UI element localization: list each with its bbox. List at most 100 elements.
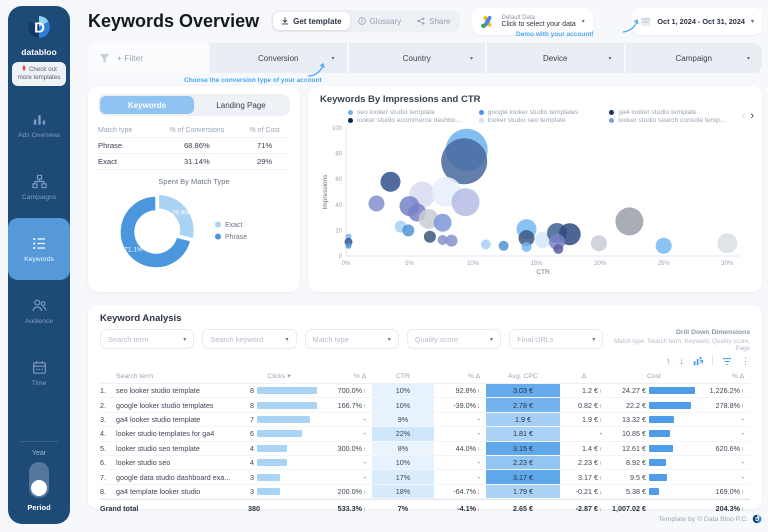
explore-chart-icon[interactable]	[693, 356, 703, 366]
more-templates-badge[interactable]: Check out more templates	[12, 62, 66, 86]
chevron-right-icon[interactable]	[750, 110, 754, 122]
sidebar: D databloo Check out more templates Ads …	[8, 6, 70, 524]
table-row[interactable]: 6. looker studio seo 4-10% -2.23 €2.23 €↑ 8.…	[100, 455, 750, 471]
sidebar-item-ads-overview[interactable]: Ads Overview	[8, 94, 70, 156]
tab-landing-page[interactable]: Landing Page	[216, 100, 266, 110]
legend-item-google-looker-studio-templates[interactable]: google looker studio templates	[478, 109, 610, 116]
filter-lines-icon[interactable]	[722, 357, 732, 366]
arrow-down-icon: ↓	[599, 489, 602, 496]
chevron-down-icon: ▾	[608, 55, 612, 62]
table-row[interactable]: 4. looker studio templates for ga4 6-22% -1…	[100, 427, 750, 442]
chevron-down-icon: ▾	[387, 336, 391, 343]
add-filter-button[interactable]: + Filter	[88, 43, 208, 73]
rocket-icon	[22, 65, 26, 71]
chevron-down-icon: ▾	[183, 336, 187, 343]
legend-item-looker-studio-search-console-temp[interactable]: looker studio search console temp...	[609, 117, 740, 124]
svg-text:Exact: Exact	[225, 222, 243, 229]
table-toolbar	[100, 355, 750, 367]
column-header[interactable]: Clicks ▾	[267, 373, 291, 380]
legend-item-looker-studio-ecommerce-dashbo[interactable]: looker studio ecommerce dashbo...	[348, 117, 479, 124]
filter-dropdown-label: Device	[543, 53, 568, 63]
sidebar-item-keywords[interactable]: Keywords	[8, 217, 70, 280]
glossary-button[interactable]: Glossary	[350, 12, 410, 30]
keyword-table: Search term Clicks ▾ % Δ CTR % Δ Avg. CPC Δ Cos…	[100, 369, 750, 517]
table-row[interactable]: 5. looker studio seo template 4 300.0%↑ 8% 44…	[100, 441, 750, 456]
list-icon	[31, 235, 48, 252]
arrow-up-icon: ↑	[599, 446, 602, 453]
annotation-arrow-icon	[622, 19, 639, 33]
date-range-value: Oct 1, 2024 - Oct 31, 2024	[657, 16, 745, 26]
ka-filter-search-term[interactable]: Search term ▾	[100, 329, 195, 349]
get-template-button[interactable]: Get template	[273, 12, 350, 30]
arrow-down-icon: ↓	[477, 507, 480, 514]
sort-ascending-icon[interactable]	[666, 357, 671, 366]
ctr-cell: 17%	[372, 470, 434, 484]
bar-chart-icon	[31, 111, 48, 128]
svg-text:20%: 20%	[594, 261, 607, 267]
demo-annotation: Demo with your account!	[516, 31, 594, 38]
match-table-header: Match type% of Conversions% of Cost	[98, 123, 290, 138]
filter-dropdown-label: Country	[402, 53, 431, 63]
databloo-logo-icon: D	[26, 14, 52, 45]
legend-item-looker-studio-seo-template[interactable]: looker studio seo template	[478, 117, 610, 124]
arrow-up-icon: ↑	[741, 403, 744, 410]
tab-keywords[interactable]: Keywords	[100, 96, 194, 114]
column-header[interactable]: CTR	[396, 372, 410, 380]
svg-text:Phrase: Phrase	[225, 234, 247, 241]
column-header[interactable]: Δ	[581, 372, 587, 380]
ka-filter-quality-score[interactable]: Quality score ▾	[406, 329, 502, 349]
chevron-down-icon: ▾	[750, 18, 754, 25]
drill-down-dimensions: Drill Down Dimensions Match type, Search…	[613, 329, 750, 352]
filter-dropdown-device[interactable]: Device ▾	[487, 43, 624, 73]
column-header[interactable]: Cost	[647, 372, 661, 380]
legend-dot-icon	[478, 118, 484, 123]
arrow-down-icon: ↓	[477, 489, 480, 496]
cost-bar	[649, 401, 691, 409]
ka-filter-search-keyword[interactable]: Search keyword ▾	[202, 329, 297, 349]
column-header[interactable]: % Δ	[467, 372, 480, 380]
clicks-bar	[257, 459, 287, 467]
period-toggle[interactable]	[29, 462, 49, 498]
column-header[interactable]: Search term	[116, 372, 154, 380]
svg-text:28.9%: 28.9%	[172, 210, 191, 217]
chevron-left-icon[interactable]	[742, 110, 746, 122]
sidebar-item-audience[interactable]: Audience	[8, 280, 70, 342]
arrow-up-icon: ↑	[363, 446, 366, 453]
table-row[interactable]: 1. seo looker studio template 8 700.0%↑ 10% 9…	[100, 384, 750, 399]
filter-dropdown-campaign[interactable]: Campaign ▾	[625, 43, 762, 73]
arrow-up-icon: ↑	[599, 403, 602, 410]
data-source-selector[interactable]: Default Data Click to select your data ▾	[472, 7, 593, 35]
table-row[interactable]: 2. google looker studio templates 8 166.7%↑…	[100, 398, 750, 413]
ka-filter-final-urls[interactable]: Final URLs ▾	[509, 329, 604, 349]
clicks-bar	[257, 401, 317, 409]
legend-item-ga4-looker-studio-template[interactable]: ga4 looker studio template	[609, 109, 740, 116]
date-range-picker[interactable]: Oct 1, 2024 - Oct 31, 2024 ▾	[632, 7, 762, 35]
cost-bar	[649, 415, 674, 423]
match-type-table: Match type% of Conversions% of Cost Phras…	[98, 123, 290, 170]
legend-item-seo-looker-studio-template[interactable]: seo looker studio template	[348, 109, 479, 116]
cost-bar	[649, 487, 659, 495]
people-icon	[31, 297, 48, 314]
kebab-menu-icon[interactable]	[741, 357, 750, 366]
column-header[interactable]: % Δ	[731, 372, 744, 380]
sidebar-item-campaigns[interactable]: Campaigns	[8, 156, 70, 218]
cost-bar	[649, 430, 670, 438]
table-row[interactable]: 8. ga4 template looker studio 3 200.0%↑ 18% -…	[100, 484, 750, 500]
cpc-cell: 3.15 €	[486, 441, 560, 455]
clicks-bar	[257, 387, 317, 395]
column-header[interactable]: Avg. CPC	[508, 372, 538, 380]
column-header[interactable]: % Δ	[353, 372, 366, 380]
share-button[interactable]: Share	[409, 12, 458, 30]
table-row[interactable]: 7. google data studio dashboard exa... 3-1…	[100, 470, 750, 485]
table-row[interactable]: 3. ga4 looker studio template 7-9% -1.9 €1.…	[100, 412, 750, 428]
match-type-card: Keywords Landing Page Match type% of Conv…	[88, 86, 300, 292]
ctr-cell: 10%	[372, 455, 434, 470]
sidebar-item-time[interactable]: Time	[8, 342, 70, 404]
ctr-cell: 9%	[372, 412, 434, 427]
search-term: google data studio dashboard exa...	[116, 472, 231, 482]
topbar: Keywords Overview Get template Glossary …	[88, 4, 762, 38]
filter-dropdown-country[interactable]: Country ▾	[348, 43, 485, 73]
ka-filter-match-type[interactable]: Match type ▾	[304, 329, 399, 349]
arrow-down-icon: ↓	[477, 403, 480, 410]
sort-descending-icon[interactable]	[680, 357, 685, 366]
